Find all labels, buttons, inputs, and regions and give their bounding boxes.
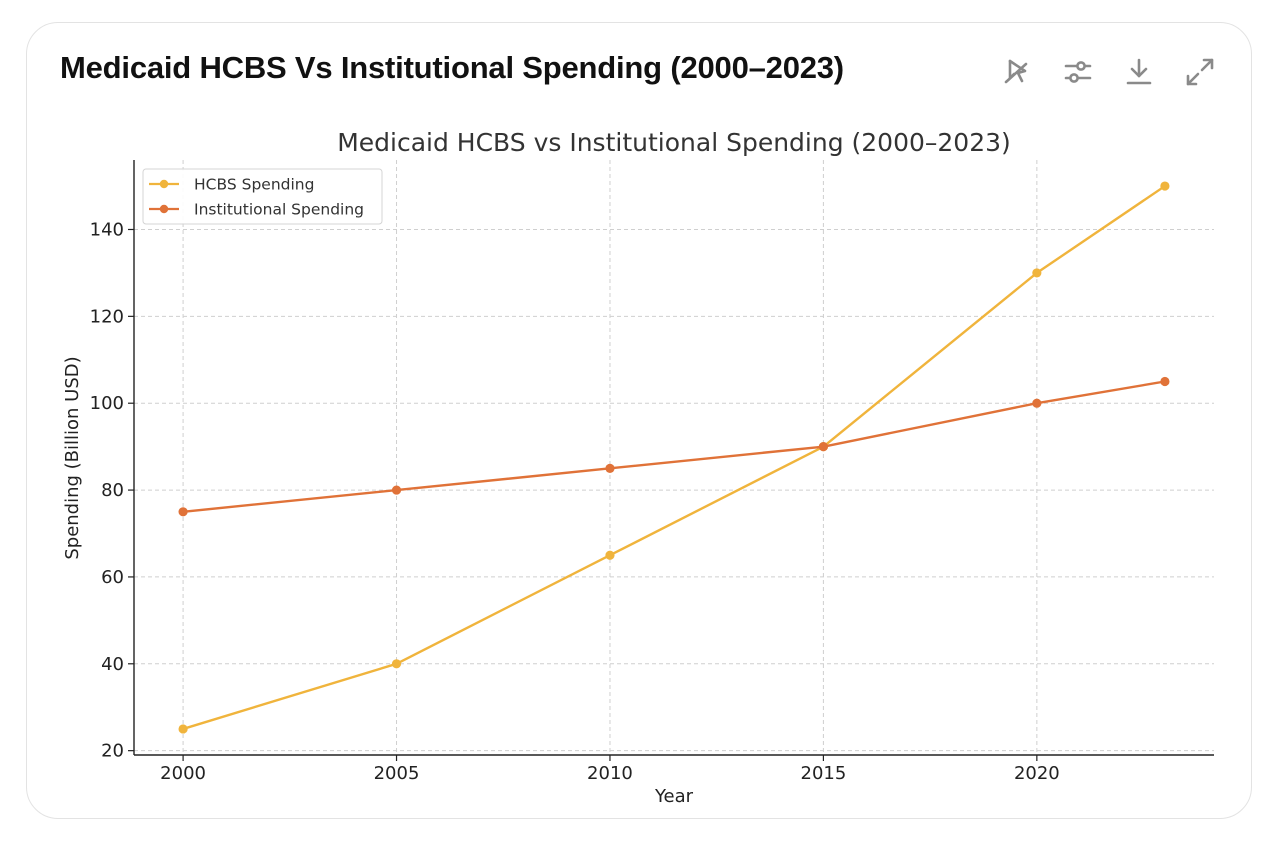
cursor-off-icon (1004, 59, 1028, 84)
x-tick-label: 2000 (160, 763, 206, 784)
y-tick-label: 140 (90, 219, 124, 240)
y-tick-label: 40 (101, 654, 124, 675)
legend-swatch-marker (159, 204, 169, 214)
data-point (818, 442, 829, 452)
data-point (605, 463, 615, 473)
data-point (178, 724, 188, 734)
download-button[interactable] (1118, 54, 1160, 90)
series-line-institutional (182, 380, 1166, 513)
legend-label: Institutional Spending (194, 201, 364, 219)
legend-label: HCBS Spending (194, 176, 314, 194)
expand-button[interactable] (1179, 54, 1221, 90)
data-point (1160, 181, 1170, 191)
chart-settings-button[interactable] (1057, 54, 1099, 90)
y-axis-label: Spending (Billion USD) (62, 356, 83, 559)
chart-toolbar (996, 54, 1240, 90)
x-tick-label: 2020 (1014, 763, 1060, 784)
interactive-toggle-button[interactable] (996, 54, 1038, 90)
y-tick-label: 80 (101, 480, 124, 501)
download-icon (1126, 58, 1152, 85)
data-point (1160, 376, 1170, 387)
x-tick-label: 2005 (374, 763, 420, 784)
chart-card (26, 22, 1252, 819)
page-title: Medicaid HCBS Vs Institutional Spending … (60, 50, 844, 85)
series-line-hcbs (182, 185, 1166, 731)
x-tick-label: 2010 (587, 763, 633, 784)
data-point (391, 659, 402, 669)
data-point (605, 550, 615, 560)
y-tick-label: 20 (101, 741, 124, 762)
y-tick-label: 100 (90, 393, 124, 414)
chart-legend: HCBS Spending Institutional Spending (142, 168, 383, 225)
legend-swatch-marker (159, 179, 169, 189)
data-point (178, 507, 188, 517)
chart-series (178, 181, 1170, 734)
chart-grid (134, 160, 1214, 755)
data-point (391, 485, 402, 495)
x-tick-label: 2015 (801, 763, 847, 784)
y-tick-label: 60 (101, 567, 124, 588)
sliders-icon (1064, 61, 1092, 83)
data-point (1032, 268, 1042, 278)
legend-box (142, 168, 383, 225)
y-tick-label: 120 (90, 306, 124, 327)
x-axis-label: Year (654, 786, 694, 807)
chart-title: Medicaid HCBS vs Institutional Spending … (337, 128, 1011, 157)
data-point (1032, 398, 1042, 408)
expand-icon (1186, 58, 1214, 86)
